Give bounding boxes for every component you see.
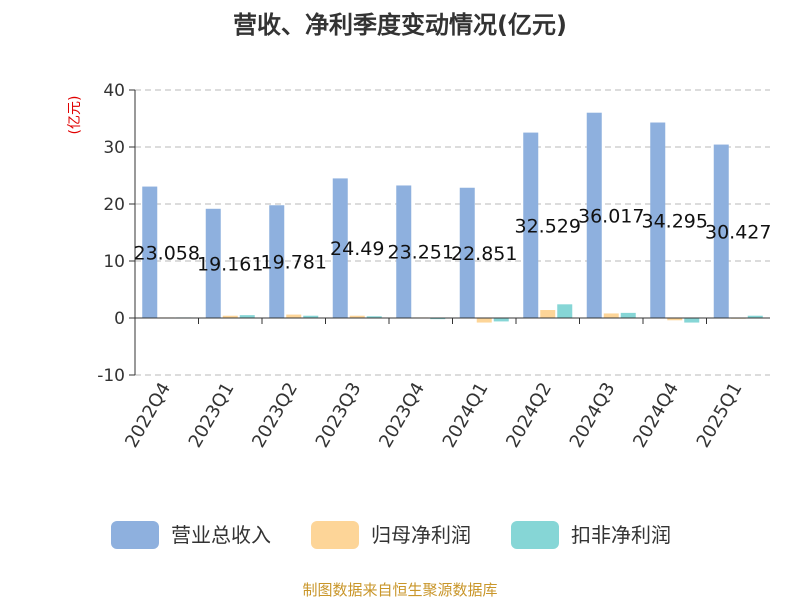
legend-label: 归母净利润	[371, 523, 471, 547]
x-tick-label: 2023Q3	[312, 379, 366, 451]
chart-title: 营收、净利季度变动情况(亿元)	[233, 11, 567, 39]
bar-归母净利润-2023Q3	[349, 315, 365, 318]
bar-归母净利润-2023Q2	[286, 314, 302, 318]
y-tick-label: 0	[114, 309, 125, 329]
bar-扣非净利润-2024Q3	[620, 312, 636, 318]
legend-item[interactable]: 归母净利润	[311, 521, 471, 549]
bar-营业总收入-2023Q3	[332, 178, 348, 318]
bar-归母净利润-2023Q1	[222, 315, 238, 318]
x-axis-ticks: 2022Q4 2023Q1 2023Q2 2023Q3 2023Q4 2024Q1 2024…	[121, 379, 746, 451]
x-tick-label: 2025Q1	[693, 379, 747, 451]
x-tick-label: 2022Q4	[121, 379, 175, 451]
x-tick-label: 2023Q1	[185, 379, 239, 451]
bar-扣非净利润-2023Q4	[430, 318, 446, 320]
data-label: 23.251	[388, 242, 454, 264]
legend: 营业总收入 归母净利润 扣非净利润	[111, 521, 671, 549]
bar-营业总收入-2024Q4	[650, 122, 666, 319]
bar-归母净利润-2024Q2	[540, 310, 556, 318]
bar-营业总收入-2022Q4	[142, 186, 158, 318]
bar-扣非净利润-2023Q2	[303, 315, 319, 318]
data-label: 36.017	[578, 205, 644, 227]
bar-营业总收入-2024Q2	[523, 132, 539, 318]
bar-营业总收入-2023Q2	[269, 205, 285, 318]
y-tick-label: 20	[103, 195, 125, 215]
bar-扣非净利润-2024Q1	[493, 318, 509, 322]
axes	[129, 89, 770, 376]
bar-营业总收入-2023Q4	[396, 185, 412, 318]
data-label: 34.295	[642, 210, 708, 232]
y-tick-label: -10	[97, 366, 125, 386]
legend-swatch	[511, 521, 559, 549]
data-label: 32.529	[515, 215, 581, 237]
bar-扣非净利润-2023Q3	[366, 316, 382, 318]
bar-营业总收入-2023Q1	[205, 208, 221, 318]
data-label: 30.427	[705, 221, 771, 243]
bar-扣非净利润-2023Q1	[239, 315, 255, 318]
bar-营业总收入-2025Q1	[713, 144, 729, 318]
x-tick-label: 2024Q3	[566, 379, 620, 451]
legend-label: 扣非净利润	[571, 523, 671, 547]
legend-swatch	[311, 521, 359, 549]
bar-扣非净利润-2024Q4	[684, 318, 700, 323]
data-label: 19.781	[261, 252, 327, 274]
source-note: 制图数据来自恒生聚源数据库	[302, 581, 497, 599]
bar-营业总收入-2024Q1	[459, 187, 475, 318]
y-tick-label: 40	[103, 81, 125, 101]
y-axis-ticks: -10 0 10 20 30 40	[97, 81, 125, 386]
y-axis-label: (亿元)	[67, 96, 83, 135]
data-label: 24.49	[330, 238, 384, 260]
bars	[142, 112, 763, 323]
data-label: 23.058	[134, 242, 200, 264]
bar-归母净利润-2024Q3	[603, 313, 619, 318]
data-label: 22.851	[451, 243, 517, 265]
x-tick-label: 2024Q4	[629, 379, 683, 451]
x-tick-label: 2023Q2	[248, 379, 302, 451]
bar-扣非净利润-2025Q1	[747, 315, 763, 318]
bar-归母净利润-2024Q1	[476, 318, 492, 323]
x-tick-label: 2023Q4	[375, 379, 429, 451]
legend-item[interactable]: 扣非净利润	[511, 521, 671, 549]
data-label: 19.161	[197, 253, 263, 275]
y-tick-label: 30	[103, 138, 125, 158]
bar-扣非净利润-2024Q2	[557, 304, 573, 318]
legend-label: 营业总收入	[171, 523, 271, 547]
x-tick-label: 2024Q2	[502, 379, 556, 451]
legend-item[interactable]: 营业总收入	[111, 521, 271, 549]
bar-归母净利润-2024Q4	[667, 318, 683, 321]
y-tick-label: 10	[103, 252, 125, 272]
bar-营业总收入-2024Q3	[586, 112, 602, 319]
legend-swatch	[111, 521, 159, 549]
x-tick-label: 2024Q1	[439, 379, 493, 451]
grid-lines	[135, 89, 770, 376]
